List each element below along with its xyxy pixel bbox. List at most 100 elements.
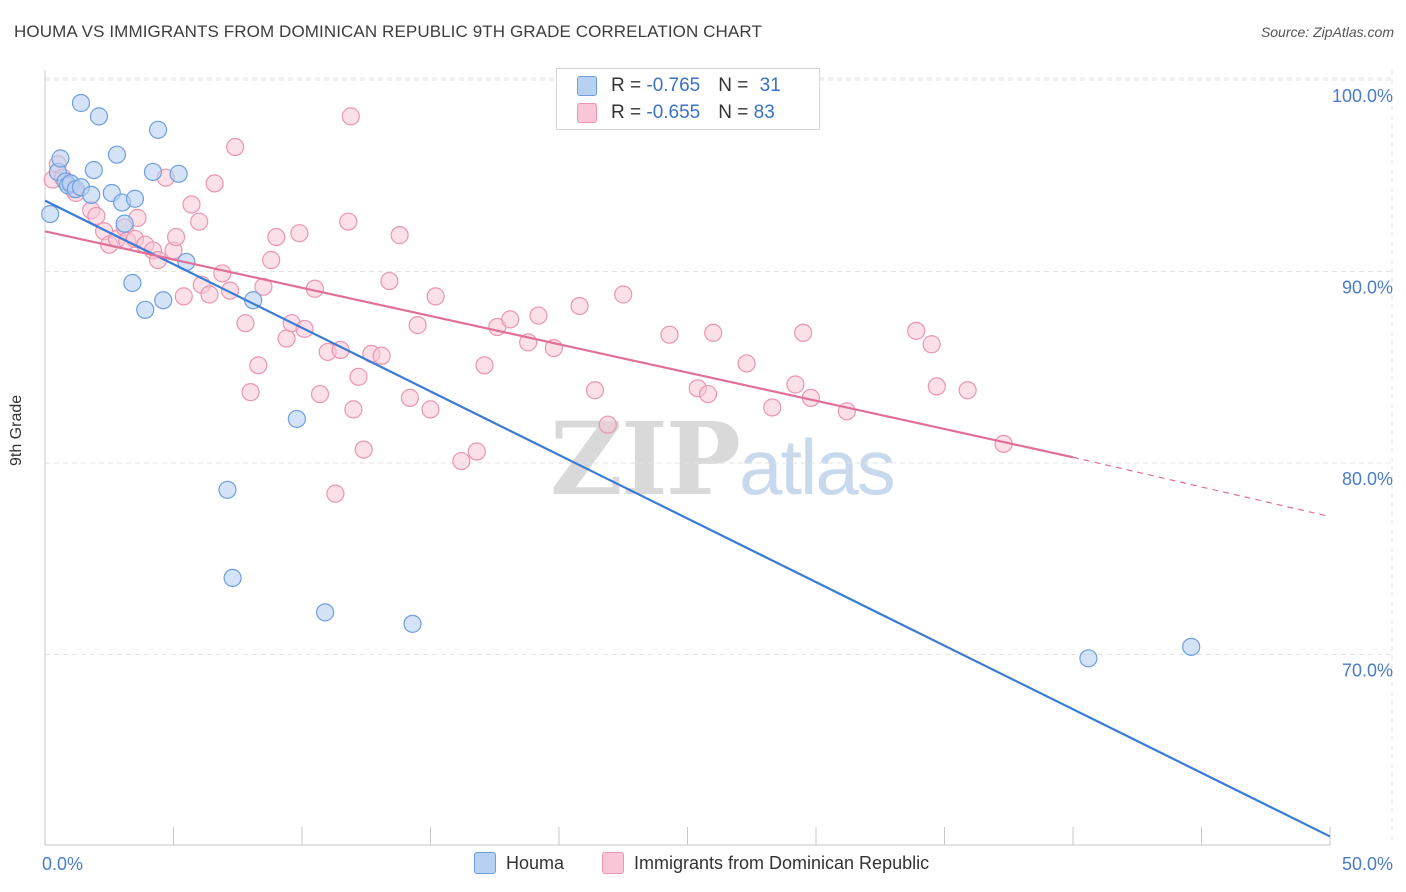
trend-lines — [44, 199, 1331, 838]
dominican-point — [267, 227, 286, 247]
y-tick-label: 70.0% — [1342, 661, 1393, 681]
houma-point — [41, 204, 60, 224]
y-tick-label: 100.0% — [1332, 86, 1393, 106]
houma-point — [316, 603, 335, 622]
dominican-point — [408, 316, 427, 335]
legend-row-houma: R = -0.765 N = 31 — [577, 74, 781, 98]
dominican-point — [737, 354, 756, 373]
houma-point — [107, 145, 127, 164]
houma-point — [223, 568, 242, 588]
dominican-point — [249, 356, 268, 375]
dominican-point — [786, 375, 805, 394]
dominican-n-label: N = — [718, 102, 754, 123]
legend-houma-swatch — [474, 852, 496, 874]
grid-lines — [45, 70, 1393, 845]
dominican-point — [372, 346, 391, 365]
legend-houma-label: Houma — [506, 852, 565, 873]
dominican-point — [277, 329, 296, 348]
dominican-point — [174, 287, 193, 306]
legend-item-dominican: Immigrants from Dominican Republic — [602, 852, 929, 874]
dominican-point — [200, 285, 219, 304]
dominican-point — [344, 400, 363, 419]
houma-point — [51, 149, 70, 168]
houma-point — [71, 93, 91, 113]
dominican-point — [475, 356, 494, 375]
houma-point — [169, 164, 188, 183]
dominican-point — [290, 224, 309, 243]
houma-point — [82, 185, 101, 204]
dominican-point — [339, 212, 358, 231]
dominican-r-label: R = — [611, 102, 647, 123]
axes — [44, 70, 1331, 846]
dominican-point — [205, 174, 224, 193]
dominican-point — [87, 206, 106, 226]
legend-item-houma: Houma — [474, 852, 564, 874]
dominican-point — [236, 314, 255, 333]
dominican-point — [501, 310, 520, 329]
houma-trend-line — [44, 199, 1331, 838]
dominican-r-value: -0.655 — [646, 102, 701, 123]
dominican-point — [220, 281, 240, 300]
legend-row-dominican: R = -0.655 N = 83 — [577, 101, 775, 125]
dominican-point — [310, 384, 330, 404]
houma-n-value: 31 — [759, 75, 781, 96]
dominican-point — [907, 321, 926, 340]
houma-swatch — [577, 76, 597, 96]
houma-n-label: N = — [718, 75, 754, 96]
dominican-point — [426, 287, 445, 306]
dominican-point — [794, 323, 813, 342]
series-houma-points — [41, 93, 1201, 668]
dominican-point — [380, 271, 399, 291]
dominican-point — [529, 306, 548, 325]
houma-r-label: R = — [611, 75, 647, 96]
dominican-point — [341, 107, 360, 126]
dominican-point — [585, 381, 605, 400]
dominican-point — [349, 367, 368, 386]
dominican-point — [922, 335, 941, 354]
dominican-trend-extension — [1072, 456, 1331, 518]
dominican-point — [927, 377, 946, 396]
tick-labels: 70.0% 80.0% 90.0% 100.0% 0.0% 50.0% — [42, 86, 1393, 874]
dominican-point — [354, 440, 373, 459]
dominican-point — [467, 442, 486, 461]
dominican-point — [660, 325, 679, 344]
houma-point — [1182, 637, 1201, 656]
x-tick-label-max: 50.0% — [1342, 854, 1393, 874]
chart-title: HOUMA VS IMMIGRANTS FROM DOMINICAN REPUB… — [14, 22, 762, 41]
houma-point — [136, 300, 155, 319]
houma-point — [154, 291, 173, 310]
dominican-point — [598, 415, 617, 434]
dominican-point — [452, 451, 471, 471]
dominican-point — [763, 398, 782, 417]
legend-dominican-label: Immigrants from Dominican Republic — [634, 852, 930, 873]
y-axis-label: 9th Grade — [8, 394, 25, 466]
x-tick-label-min: 0.0% — [42, 854, 83, 874]
dominican-point — [698, 384, 718, 404]
houma-point — [125, 189, 145, 208]
houma-point — [143, 162, 163, 182]
dominican-point — [241, 383, 260, 402]
dominican-swatch — [577, 103, 597, 123]
dominican-point — [704, 323, 723, 342]
dominican-point — [182, 195, 201, 214]
dominican-point — [958, 381, 977, 400]
houma-point — [115, 214, 134, 233]
houma-r-value: -0.765 — [646, 75, 701, 96]
legend-dominican-swatch — [602, 852, 624, 874]
dominican-point — [400, 388, 420, 407]
series-dominican-points — [43, 107, 1013, 503]
houma-point — [89, 107, 109, 126]
houma-point — [1079, 649, 1098, 668]
dominican-n-value: 83 — [753, 102, 775, 123]
houma-point — [123, 273, 142, 293]
stats-legend: R = -0.765 N = 31 R = -0.655 N = 83 — [556, 68, 820, 130]
houma-point — [218, 480, 237, 499]
watermark-atlas: atlas — [738, 423, 896, 511]
dominican-point — [213, 264, 232, 283]
dominican-point — [166, 227, 186, 247]
dominican-point — [390, 226, 409, 245]
dominican-trend-line — [44, 230, 1074, 459]
houma-point — [403, 614, 422, 633]
series-legend: Houma Immigrants from Dominican Republic — [0, 852, 1406, 876]
